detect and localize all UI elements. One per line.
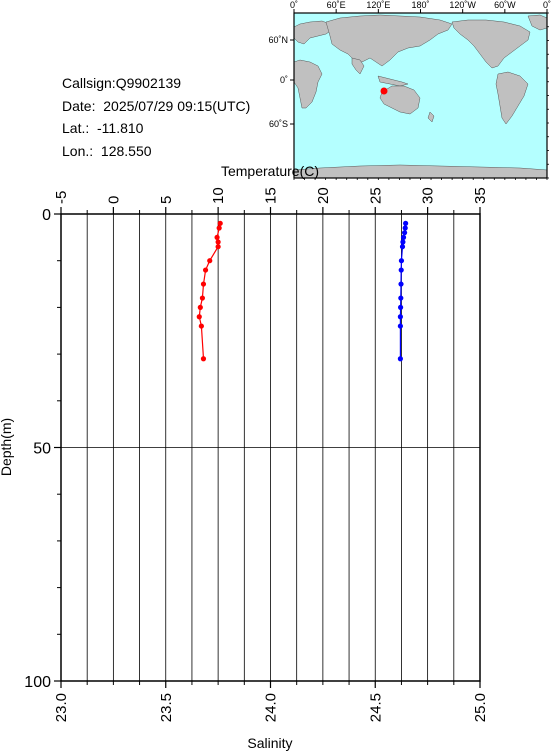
map-latitude-label: 0˚ bbox=[280, 75, 288, 85]
salinity-data-point bbox=[400, 234, 407, 240]
salinity-tick-label: 24.0 bbox=[263, 693, 280, 722]
temperature-data-point bbox=[217, 220, 223, 226]
depth-tick-label: 50 bbox=[33, 441, 51, 458]
map-longitude-label: 120˚W bbox=[449, 0, 476, 10]
landmass-south-america bbox=[495, 71, 529, 125]
salinity-data-point bbox=[403, 220, 409, 226]
depth-tick-label: 0 bbox=[42, 207, 51, 224]
salinity-tick-label: 24.5 bbox=[367, 693, 384, 722]
temperature-data-point bbox=[196, 314, 202, 320]
temperature-tick-label: 30 bbox=[420, 187, 437, 204]
map-longitude-label: 0˚ bbox=[543, 0, 551, 10]
map-latitude-label: 60˚N bbox=[268, 35, 288, 45]
salinity-data-point bbox=[399, 244, 406, 250]
latitude-label: Lat.: -11.810 bbox=[62, 120, 144, 136]
depth-tick-label: 100 bbox=[24, 674, 51, 691]
world-map: 0˚ 60˚E 120˚E 180˚ 120˚W 60˚W 0˚ 60˚N 0˚ 60˚S bbox=[268, 0, 551, 180]
temperature-data-point bbox=[199, 295, 206, 301]
salinity-data-point bbox=[397, 304, 404, 310]
map-ticks: 0˚ 60˚E 120˚E 180˚ 120˚W 60˚W 0˚ 60˚N 0˚ 60˚S bbox=[268, 0, 551, 180]
salinity-tick-label: 25.0 bbox=[472, 693, 489, 722]
temperature-data-point bbox=[215, 239, 221, 245]
landmass-asia bbox=[325, 14, 453, 67]
temperature-tick-label: 25 bbox=[367, 187, 384, 204]
temperature-data-point bbox=[207, 258, 213, 264]
salinity-data-point bbox=[397, 323, 403, 329]
landmass-north-america bbox=[451, 19, 531, 69]
salinity-data-point bbox=[398, 267, 404, 273]
salinity-tick-label: 23.5 bbox=[158, 693, 175, 722]
temperature-data-point bbox=[202, 267, 209, 273]
map-longitude-label: 60˚W bbox=[494, 0, 516, 10]
salinity-data-point bbox=[401, 230, 408, 236]
temperature-tick-label: 15 bbox=[263, 187, 280, 204]
map-longitude-label: 120˚E bbox=[366, 0, 390, 10]
map-longitude-label: 60˚E bbox=[327, 0, 346, 10]
temperature-tick-label: -5 bbox=[53, 191, 70, 204]
landmass-australia bbox=[379, 85, 421, 115]
depth-axis-title: Depth(m) bbox=[0, 418, 14, 476]
float-position-marker bbox=[380, 87, 388, 95]
chart-series bbox=[196, 220, 409, 362]
chart-grid bbox=[60, 214, 481, 681]
callsign-label: Callsign:Q9902139 bbox=[62, 75, 182, 91]
landmass-africa bbox=[293, 59, 323, 109]
map-latitude-label: 60˚S bbox=[269, 119, 288, 129]
temperature-tick-label: 0 bbox=[105, 196, 122, 204]
landmass-indonesia bbox=[377, 75, 409, 87]
salinity-data-point bbox=[400, 239, 406, 245]
landmass-europe bbox=[293, 20, 333, 45]
salinity-data-point bbox=[398, 258, 405, 264]
salinity-data-point bbox=[402, 225, 408, 231]
salinity-data-point bbox=[398, 281, 404, 287]
salinity-data-point bbox=[398, 295, 404, 301]
date-label: Date: 2025/07/29 09:15(UTC) bbox=[62, 97, 251, 114]
temperature-data-point bbox=[197, 304, 203, 310]
salinity-data-point bbox=[397, 314, 403, 320]
temperature-data-point bbox=[198, 323, 204, 329]
salinity-axis-title: Salinity bbox=[247, 735, 292, 751]
temperature-data-point bbox=[200, 281, 207, 287]
temperature-tick-label: 5 bbox=[158, 196, 175, 204]
temperature-axis-title: Temperature(C) bbox=[221, 163, 319, 179]
temperature-tick-label: 20 bbox=[315, 187, 332, 204]
map-land bbox=[293, 14, 548, 179]
temperature-data-point bbox=[216, 225, 222, 231]
temperature-tick-label: 35 bbox=[472, 187, 489, 204]
landmass-india bbox=[351, 57, 365, 75]
landmass-newzealand bbox=[427, 111, 435, 123]
temperature-data-point bbox=[215, 244, 221, 250]
temperature-data-point bbox=[200, 356, 207, 362]
salinity-data-point bbox=[397, 356, 403, 362]
longitude-label: Lon.: 128.550 bbox=[62, 142, 152, 159]
temperature-tick-label: 10 bbox=[210, 187, 227, 204]
float-info: Callsign:Q9902139 Date: 2025/07/29 09:15… bbox=[62, 72, 250, 162]
temperature-data-point bbox=[214, 234, 220, 240]
map-longitude-label: 180˚ bbox=[411, 0, 429, 10]
salinity-tick-label: 23.0 bbox=[53, 693, 70, 722]
map-longitude-label: 0˚ bbox=[290, 0, 298, 10]
